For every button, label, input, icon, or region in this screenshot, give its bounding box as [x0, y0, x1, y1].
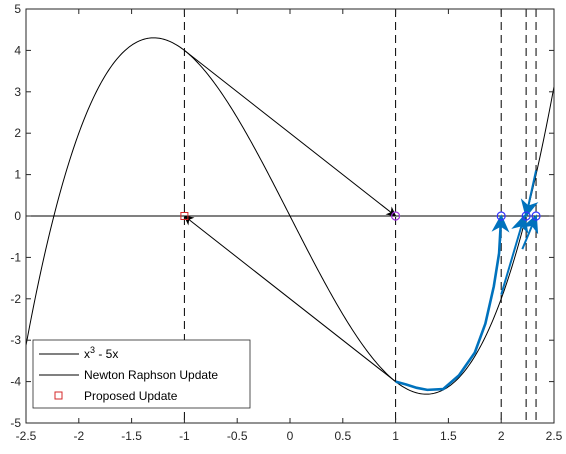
- newton-marker: [391, 211, 401, 221]
- y-tick-label: 0: [14, 209, 21, 223]
- x-tick-label: -2.5: [16, 429, 37, 443]
- y-tick-label: 3: [14, 85, 21, 99]
- newton-arrow: [183, 215, 396, 382]
- y-tick-label: 4: [14, 43, 21, 57]
- root-marker: [521, 211, 531, 221]
- newton-arrow: [184, 50, 397, 217]
- legend-marker-proposed: [54, 391, 63, 400]
- legend: x3 - 5x Newton Raphson Update Proposed U…: [32, 339, 251, 409]
- y-tick-label: -5: [10, 416, 21, 430]
- proposed-arrow: [520, 170, 539, 218]
- y-tick-label: 1: [14, 168, 21, 182]
- x-tick-label: 2.5: [546, 429, 563, 443]
- y-tick-label: -2: [10, 292, 21, 306]
- x-tick-label: 1: [392, 429, 399, 443]
- proposed-marker: [180, 212, 189, 220]
- root-marker: [531, 211, 541, 221]
- proposed-arrow: [521, 214, 539, 250]
- proposed-arrow: [500, 214, 529, 295]
- legend-label-curve: x3 - 5x: [84, 345, 118, 361]
- x-tick-label: 0: [287, 429, 294, 443]
- x-tick-label: 1.5: [440, 429, 457, 443]
- legend-box: [32, 339, 251, 409]
- y-tick-label: 5: [14, 2, 21, 16]
- proposed-update-path: [395, 215, 503, 392]
- root-marker: [496, 211, 506, 221]
- x-tick-label: -0.5: [227, 429, 248, 443]
- x-tick-label: -2: [73, 429, 84, 443]
- x-tick-label: -1: [179, 429, 190, 443]
- legend-label-proposed: Proposed Update: [84, 389, 178, 403]
- y-tick-label: 2: [14, 126, 21, 140]
- function-curve: [25, 37, 555, 395]
- y-tick-label: -3: [10, 333, 21, 347]
- x-tick-label: 2: [498, 429, 505, 443]
- x-tick-label: -1.5: [121, 429, 142, 443]
- y-tick-label: -4: [10, 375, 21, 389]
- x-tick-label: 0.5: [334, 429, 351, 443]
- legend-label-newton: Newton Raphson Update: [84, 368, 218, 382]
- y-tick-label: -1: [10, 250, 21, 264]
